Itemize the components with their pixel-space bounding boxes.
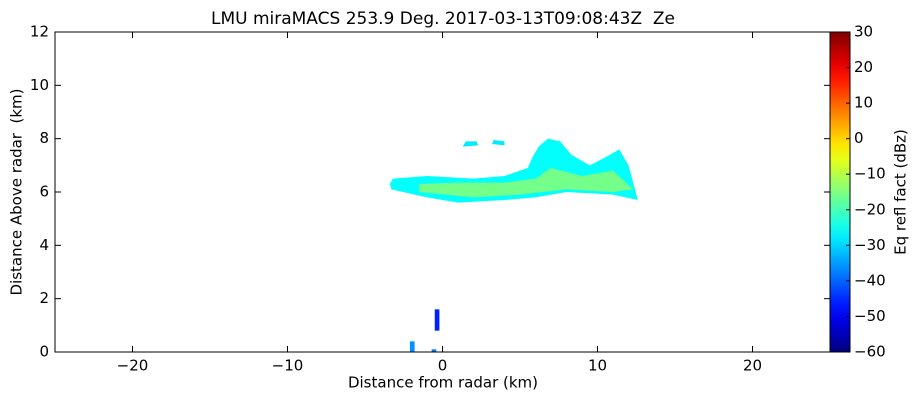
y-tick-label: 0 xyxy=(39,343,49,361)
echo-region xyxy=(409,341,415,352)
y-tick-label: 10 xyxy=(30,76,49,94)
colorbar-tick-label: −40 xyxy=(854,271,886,289)
echo-region xyxy=(462,141,479,147)
colorbar-tick-label: 20 xyxy=(854,58,873,76)
colorbar-label: Eq refl fact (dBz) xyxy=(892,129,910,255)
echo-region xyxy=(419,168,634,198)
x-tick-label: 10 xyxy=(588,357,607,375)
x-tick-label: −20 xyxy=(117,357,149,375)
y-tick-label: 6 xyxy=(39,183,49,201)
y-axis-label: Distance Above radar (km) xyxy=(8,89,26,296)
colorbar-tick-label: −20 xyxy=(854,200,886,218)
x-tick-label: −10 xyxy=(272,357,304,375)
y-tick-label: 2 xyxy=(39,289,49,307)
colorbar xyxy=(829,31,851,353)
x-tick-label: 0 xyxy=(438,357,448,375)
y-tick-label: 12 xyxy=(30,23,49,41)
echo-region xyxy=(434,309,440,331)
colorbar-tick-label: −30 xyxy=(854,236,886,254)
colorbar-tick-label: 0 xyxy=(854,129,864,147)
y-tick-label: 8 xyxy=(39,129,49,147)
x-axis-label: Distance from radar (km) xyxy=(348,374,538,392)
colorbar-tick-label: −10 xyxy=(854,165,886,183)
echo-region xyxy=(431,349,437,352)
y-tick-label: 4 xyxy=(39,236,49,254)
x-tick-label: 20 xyxy=(743,357,762,375)
colorbar-tick-label: −50 xyxy=(854,307,886,325)
echo-region xyxy=(492,140,505,146)
colorbar-tick-label: −60 xyxy=(854,343,886,361)
chart-title: LMU miraMACS 253.9 Deg. 2017-03-13T09:08… xyxy=(211,9,675,29)
colorbar-tick-label: 30 xyxy=(854,23,873,41)
colorbar-tick-label: 10 xyxy=(854,94,873,112)
